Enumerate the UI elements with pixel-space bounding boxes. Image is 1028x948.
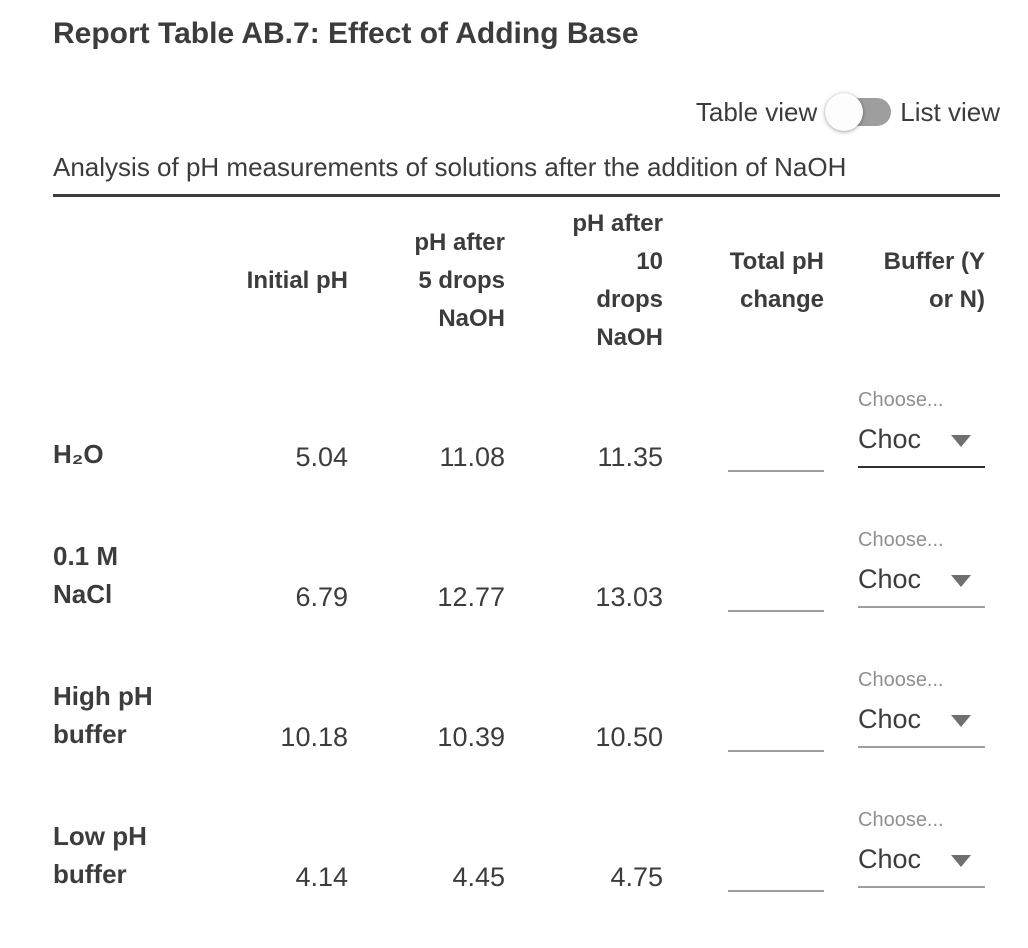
buffer-cell: Choose... Choc	[824, 357, 1000, 497]
total-ph-change-cell	[663, 637, 824, 777]
select-value-row: Choc	[858, 844, 985, 874]
column-header-initial-ph: Initial pH	[246, 267, 348, 294]
buffer-select[interactable]: Choose... Choc	[858, 808, 985, 888]
chevron-down-icon	[951, 715, 971, 727]
list-view-label: List view	[900, 96, 1000, 127]
switch-thumb-icon	[825, 93, 864, 131]
buffer-cell: Choose... Choc	[824, 777, 1000, 917]
column-header-total-ph-change: Total pH change	[729, 248, 824, 313]
table-row-nacl: 0.1 M NaCl 6.79 12.77 13.03 Choose... Ch…	[53, 497, 1000, 637]
select-value-row: Choc	[858, 564, 985, 594]
ph-after-5-drops-value: 4.45	[452, 862, 505, 892]
table-row-low-ph-buffer: Low pH buffer 4.14 4.45 4.75 Choose... C…	[53, 777, 1000, 917]
ph-after-10-drops-value: 4.75	[610, 862, 663, 892]
row-label: H₂O	[53, 439, 104, 469]
row-label: High pH buffer	[53, 681, 153, 749]
table-row-high-ph-buffer: High pH buffer 10.18 10.39 10.50 Choose.…	[53, 637, 1000, 777]
buffer-cell: Choose... Choc	[824, 497, 1000, 637]
initial-ph-value: 10.18	[280, 722, 348, 752]
chevron-down-icon	[951, 435, 971, 447]
total-ph-change-cell	[663, 497, 824, 637]
report-page: Report Table AB.7: Effect of Adding Base…	[0, 14, 1028, 917]
select-value: Choc	[858, 844, 922, 874]
view-toggle: Table view List view	[53, 92, 1000, 132]
table-description: Analysis of pH measurements of solutions…	[53, 152, 847, 182]
total-ph-change-input[interactable]	[728, 862, 824, 892]
ph-after-10-drops-value: 10.50	[595, 722, 663, 752]
table-row-h2o: H₂O 5.04 11.08 11.35 Choose... Choc	[53, 357, 1000, 497]
ph-after-5-drops-value: 11.08	[439, 442, 505, 472]
initial-ph-value: 5.04	[295, 442, 348, 472]
select-floating-label: Choose...	[858, 529, 944, 551]
ph-after-10-drops-value: 13.03	[595, 582, 663, 612]
select-value: Choc	[858, 424, 922, 454]
column-header-ph-10-drops: pH after 10 drops NaOH	[572, 210, 663, 351]
initial-ph-value: 6.79	[295, 582, 348, 612]
select-value-row: Choc	[858, 704, 985, 734]
select-value: Choc	[858, 704, 922, 734]
report-table: Initial pH pH after 5 drops NaOH pH afte…	[53, 197, 1000, 917]
select-value: Choc	[858, 564, 922, 594]
column-header-ph-5-drops: pH after 5 drops NaOH	[414, 229, 505, 332]
total-ph-change-input[interactable]	[728, 582, 824, 612]
divider	[53, 194, 1000, 197]
column-header-blank	[53, 197, 203, 357]
chevron-down-icon	[951, 575, 971, 587]
ph-after-10-drops-value: 11.35	[597, 442, 663, 472]
select-floating-label: Choose...	[858, 669, 944, 691]
table-view-label: Table view	[695, 96, 818, 127]
select-floating-label: Choose...	[858, 809, 944, 831]
ph-after-5-drops-value: 10.39	[437, 722, 505, 752]
chevron-down-icon	[951, 855, 971, 867]
total-ph-change-input[interactable]	[728, 442, 824, 472]
initial-ph-value: 4.14	[295, 862, 348, 892]
total-ph-change-cell	[663, 357, 824, 497]
row-label: Low pH buffer	[53, 821, 147, 889]
ph-after-5-drops-value: 12.77	[437, 582, 505, 612]
total-ph-change-cell	[663, 777, 824, 917]
page-title: Report Table AB.7: Effect of Adding Base	[53, 17, 639, 50]
total-ph-change-input[interactable]	[728, 722, 824, 752]
row-label: 0.1 M NaCl	[53, 541, 119, 609]
select-value-row: Choc	[858, 424, 985, 454]
view-toggle-switch[interactable]	[825, 92, 892, 132]
column-header-buffer: Buffer (Y or N)	[883, 248, 985, 313]
header-row: Initial pH pH after 5 drops NaOH pH afte…	[53, 197, 1000, 357]
buffer-select[interactable]: Choose... Choc	[858, 668, 985, 748]
buffer-select[interactable]: Choose... Choc	[858, 388, 985, 468]
buffer-cell: Choose... Choc	[824, 637, 1000, 777]
select-floating-label: Choose...	[858, 389, 944, 411]
buffer-select[interactable]: Choose... Choc	[858, 528, 985, 608]
